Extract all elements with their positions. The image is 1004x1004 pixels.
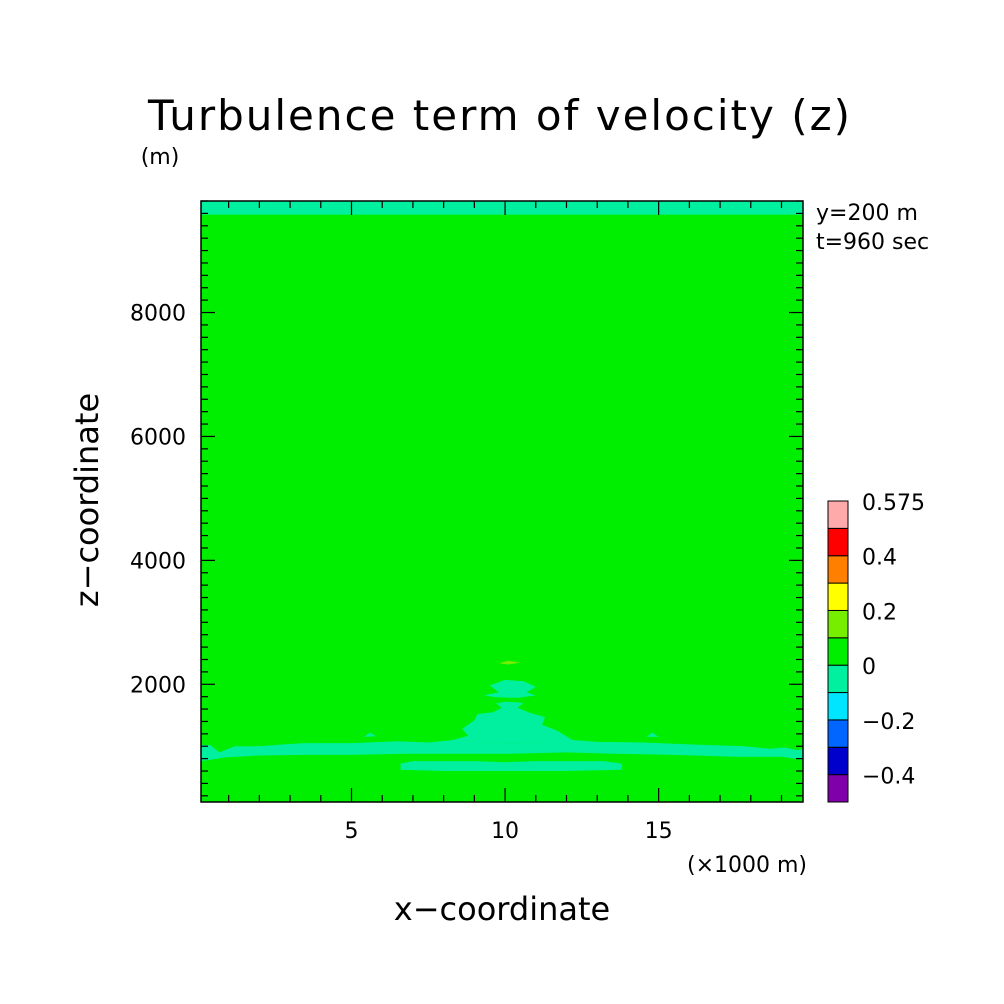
x-unit-label: (×1000 m) bbox=[687, 853, 807, 878]
contour-region bbox=[498, 660, 521, 665]
x-tick-label: 5 bbox=[345, 819, 359, 844]
colorbar-label: −0.2 bbox=[862, 710, 915, 735]
colorbar-swatch bbox=[827, 609, 849, 639]
colorbar-swatch bbox=[827, 527, 849, 557]
contour-region bbox=[452, 701, 573, 744]
plot-area bbox=[200, 200, 804, 803]
x-axis-label: x−coordinate bbox=[394, 890, 610, 928]
colorbar-label: 0.575 bbox=[862, 491, 925, 516]
annotation-y: y=200 m bbox=[816, 201, 918, 226]
chart-title: Turbulence term of velocity (z) bbox=[147, 91, 852, 140]
y-unit-label: (m) bbox=[141, 145, 180, 170]
contour-region bbox=[201, 201, 803, 215]
colorbar-label: 0.4 bbox=[862, 546, 897, 571]
contour-region bbox=[483, 679, 536, 698]
y-tick-labels: 2000 4000 6000 8000 bbox=[130, 302, 186, 699]
colorbar bbox=[827, 500, 849, 803]
colorbar-swatch bbox=[827, 664, 849, 694]
y-axis-label: z−coordinate bbox=[68, 393, 106, 607]
plot-background bbox=[201, 201, 803, 802]
annotation-t: t=960 sec bbox=[816, 230, 929, 255]
plot-frame bbox=[200, 200, 804, 803]
y-tick-label: 4000 bbox=[130, 549, 186, 574]
contour-region bbox=[646, 732, 659, 737]
colorbar-label: 0 bbox=[862, 655, 876, 680]
contour-region bbox=[363, 732, 377, 737]
colorbar-swatch bbox=[827, 746, 849, 776]
colorbar-labels: 0.575 0.4 0.2 0 −0.2 −0.4 bbox=[862, 491, 925, 790]
y-tick-label: 8000 bbox=[130, 302, 186, 327]
colorbar-swatch bbox=[827, 555, 849, 584]
colorbar-swatch bbox=[827, 637, 849, 666]
x-tick-labels: 5 10 15 bbox=[345, 819, 673, 844]
colorbar-label: 0.2 bbox=[862, 600, 897, 625]
y-tick-label: 6000 bbox=[130, 425, 186, 450]
colorbar-swatch bbox=[827, 500, 849, 529]
colorbar-swatch bbox=[827, 692, 849, 721]
colorbar-swatch bbox=[827, 774, 849, 803]
x-tick-label: 15 bbox=[645, 819, 673, 844]
colorbar-swatch bbox=[827, 582, 849, 611]
colorbar-swatch bbox=[827, 719, 849, 748]
y-tick-label: 2000 bbox=[130, 673, 186, 698]
contour-region bbox=[400, 761, 622, 771]
x-tick-label: 10 bbox=[491, 819, 519, 844]
colorbar-label: −0.4 bbox=[862, 765, 915, 790]
contour-region bbox=[201, 740, 803, 762]
